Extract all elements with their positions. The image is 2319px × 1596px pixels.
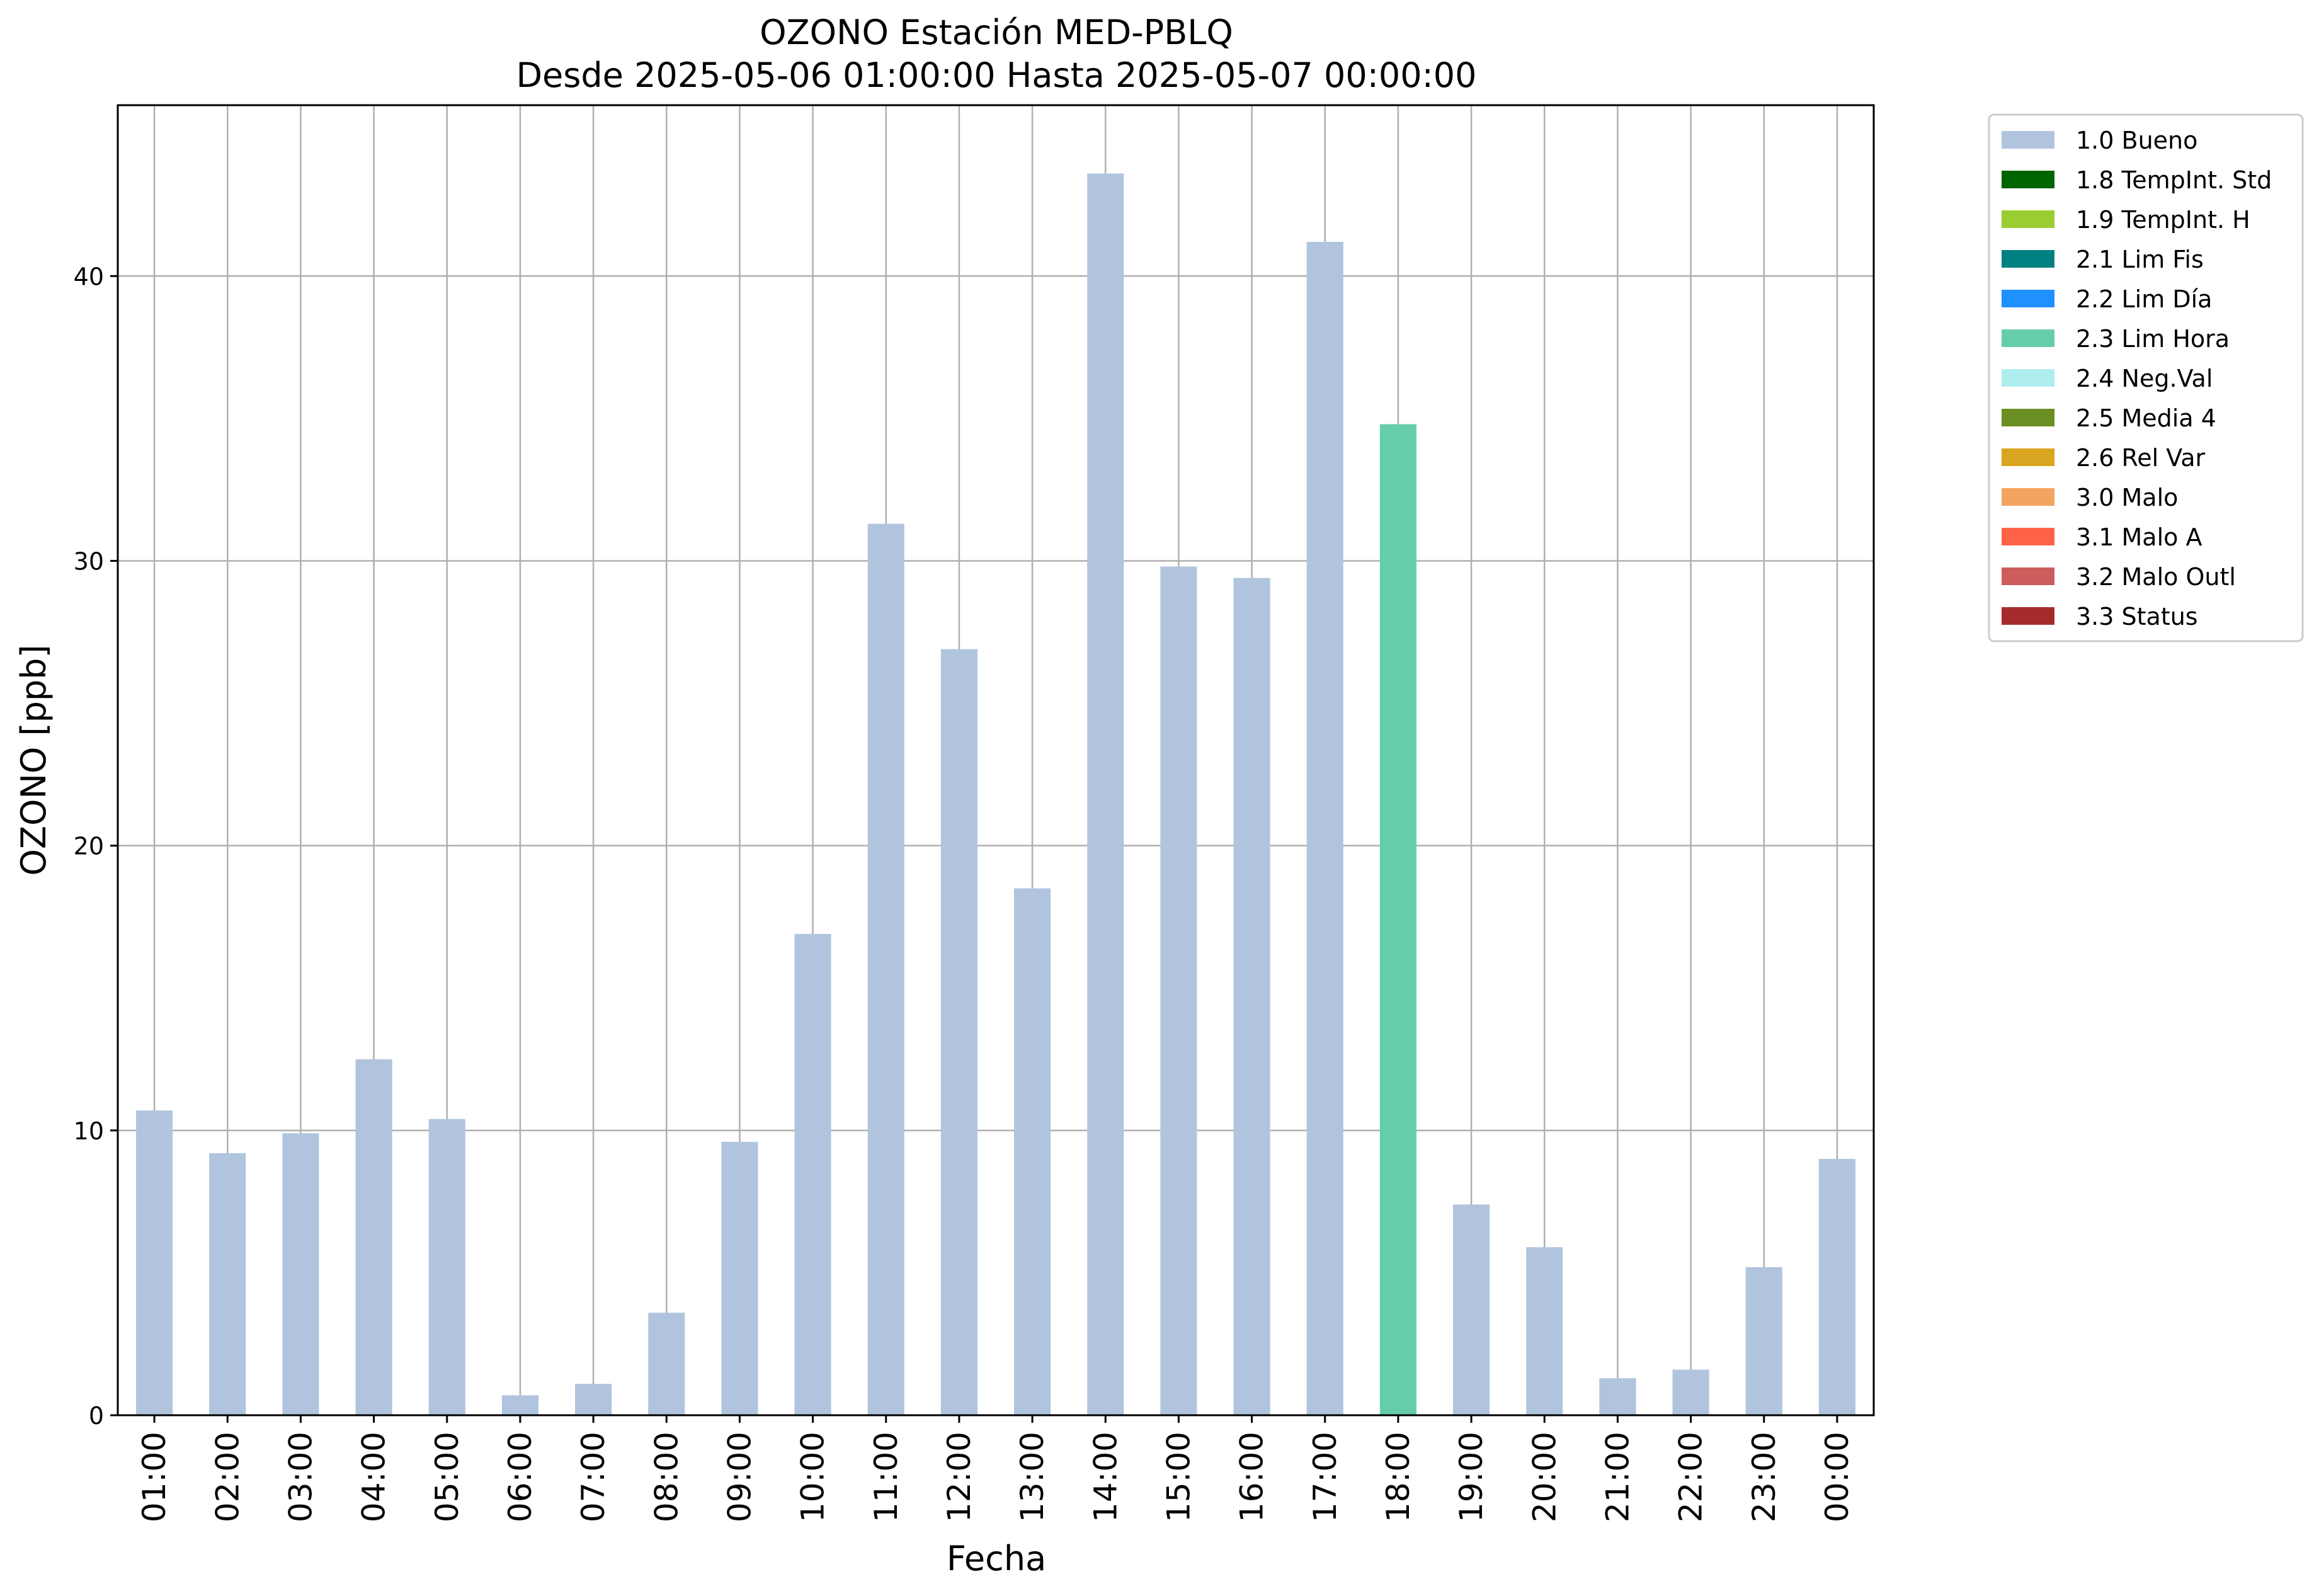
x-tick-label: 15:00 <box>1160 1432 1197 1522</box>
bar <box>794 933 831 1415</box>
bar <box>575 1384 612 1415</box>
y-tick-label: 40 <box>74 263 104 290</box>
x-tick-label: 23:00 <box>1746 1432 1782 1522</box>
bar <box>1672 1369 1709 1415</box>
x-tick-label: 12:00 <box>941 1432 977 1522</box>
x-tick-label: 07:00 <box>575 1432 612 1522</box>
legend-swatch <box>2002 210 2054 228</box>
legend-swatch <box>2002 448 2054 466</box>
bar <box>1379 424 1416 1415</box>
bar <box>1087 173 1124 1415</box>
legend-box <box>1988 113 2304 642</box>
y-tick-label: 20 <box>74 833 104 860</box>
x-axis-label: Fecha <box>947 1539 1046 1578</box>
x-tick-label: 19:00 <box>1453 1432 1490 1522</box>
x-tick-label: 20:00 <box>1526 1432 1563 1522</box>
x-axis-ticks: 01:00 02:00 03:00 04:00 05:00 06:00 07:00 08:00… <box>136 1415 1855 1522</box>
x-tick-label: 05:00 <box>429 1432 465 1522</box>
x-tick-label: 03:00 <box>282 1432 319 1522</box>
bars <box>136 173 1855 1416</box>
x-tick-label: 16:00 <box>1234 1432 1270 1522</box>
x-tick-label: 09:00 <box>721 1432 758 1522</box>
legend-label: 2.3 Lim Hora <box>2076 325 2230 353</box>
x-tick-label: 22:00 <box>1673 1432 1709 1522</box>
chart-subtitle: Desde 2025-05-06 01:00:00 Hasta 2025-05-… <box>516 55 1476 95</box>
legend-swatch <box>2002 250 2054 268</box>
legend-label: 1.9 TempInt. H <box>2076 206 2250 234</box>
x-tick-label: 08:00 <box>648 1432 685 1522</box>
legend-label: 1.0 Bueno <box>2076 127 2197 154</box>
bar <box>1526 1247 1563 1415</box>
bar <box>501 1395 538 1415</box>
legend-label: 2.6 Rel Var <box>2076 444 2206 472</box>
y-tick-label: 10 <box>74 1117 104 1145</box>
x-tick-label: 13:00 <box>1014 1432 1051 1522</box>
y-axis-label: OZONO [ppb] <box>14 644 54 875</box>
bar <box>136 1110 173 1415</box>
bar <box>940 649 977 1415</box>
bar <box>1160 566 1197 1415</box>
bar <box>428 1119 465 1415</box>
x-tick-label: 18:00 <box>1380 1432 1416 1522</box>
y-tick-label: 30 <box>74 547 104 575</box>
chart-title: OZONO Estación MED-PBLQ <box>760 13 1233 52</box>
legend-label: 2.2 Lim Día <box>2076 285 2212 313</box>
legend-swatch <box>2002 607 2054 625</box>
legend-swatch <box>2002 290 2054 307</box>
bar <box>1599 1378 1636 1415</box>
legend-label: 3.2 Malo Outl <box>2076 563 2236 591</box>
y-axis-ticks: 0 10 20 30 40 <box>74 263 118 1430</box>
x-tick-label: 00:00 <box>1819 1432 1855 1522</box>
bar <box>282 1133 319 1415</box>
bar <box>1453 1204 1490 1415</box>
y-tick-label: 0 <box>89 1402 104 1430</box>
x-gridlines <box>153 105 1838 1415</box>
bar <box>355 1059 392 1415</box>
legend-label: 1.8 TempInt. Std <box>2076 166 2272 194</box>
x-tick-label: 21:00 <box>1599 1432 1636 1522</box>
legend-label: 3.1 Malo A <box>2076 523 2202 551</box>
bar <box>209 1153 246 1415</box>
bar <box>1014 888 1051 1415</box>
legend-label: 2.4 Neg.Val <box>2076 365 2213 392</box>
legend-swatch <box>2002 488 2054 506</box>
x-tick-label: 10:00 <box>795 1432 831 1522</box>
legend-swatch <box>2002 528 2054 545</box>
bar <box>1818 1159 1855 1415</box>
x-tick-label: 14:00 <box>1087 1432 1124 1522</box>
x-tick-label: 17:00 <box>1307 1432 1343 1522</box>
bar <box>1233 578 1270 1416</box>
legend-swatch <box>2002 171 2054 188</box>
bar <box>867 523 904 1415</box>
bar <box>1745 1267 1782 1415</box>
legend-swatch <box>2002 409 2054 426</box>
bar <box>1306 242 1343 1416</box>
x-tick-label: 11:00 <box>868 1432 904 1522</box>
x-tick-label: 01:00 <box>136 1432 173 1522</box>
legend-label: 2.1 Lim Fis <box>2076 246 2204 273</box>
legend-swatch <box>2002 369 2054 387</box>
x-tick-label: 02:00 <box>209 1432 246 1522</box>
x-tick-label: 04:00 <box>356 1432 392 1522</box>
legend-label: 2.5 Media 4 <box>2076 404 2216 432</box>
bar <box>721 1141 758 1415</box>
legend-swatch <box>2002 131 2054 149</box>
legend: 1.0 Bueno 1.8 TempInt. Std 1.9 TempInt. H 2… <box>1988 113 2304 642</box>
plot-frame <box>117 104 1875 1416</box>
x-tick-label: 06:00 <box>502 1432 538 1522</box>
legend-swatch <box>2002 329 2054 347</box>
bar <box>648 1313 685 1415</box>
legend-items: 1.0 Bueno 1.8 TempInt. Std 1.9 TempInt. H 2… <box>2002 127 2272 630</box>
legend-swatch <box>2002 567 2054 585</box>
legend-label: 3.3 Status <box>2076 603 2198 630</box>
legend-label: 3.0 Malo <box>2076 484 2178 511</box>
